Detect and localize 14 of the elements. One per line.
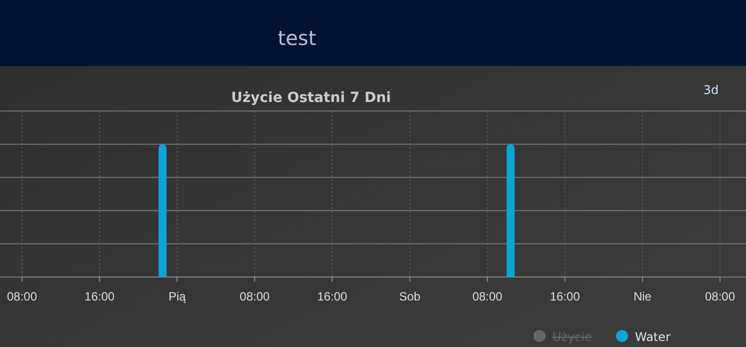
chart-title: Użycie Ostatni 7 Dni [231, 90, 391, 106]
x-tick-label: Sob [399, 290, 421, 304]
legend-label: Water [634, 330, 671, 344]
x-tick-label: 08:00 [472, 290, 503, 304]
text: test [278, 26, 316, 50]
x-tick-label: 08:00 [704, 290, 736, 304]
x-tick-label: Pią [168, 290, 186, 304]
x-tick-label: Nie [633, 290, 652, 304]
text: 3d [703, 83, 719, 97]
x-tick-label: 08:00 [6, 290, 38, 304]
x-tick-label: 16:00 [317, 290, 348, 304]
x-tick-label: 16:00 [550, 290, 580, 304]
x-tick-label: 08:00 [240, 290, 270, 304]
x-tick-label: 16:00 [84, 290, 115, 304]
